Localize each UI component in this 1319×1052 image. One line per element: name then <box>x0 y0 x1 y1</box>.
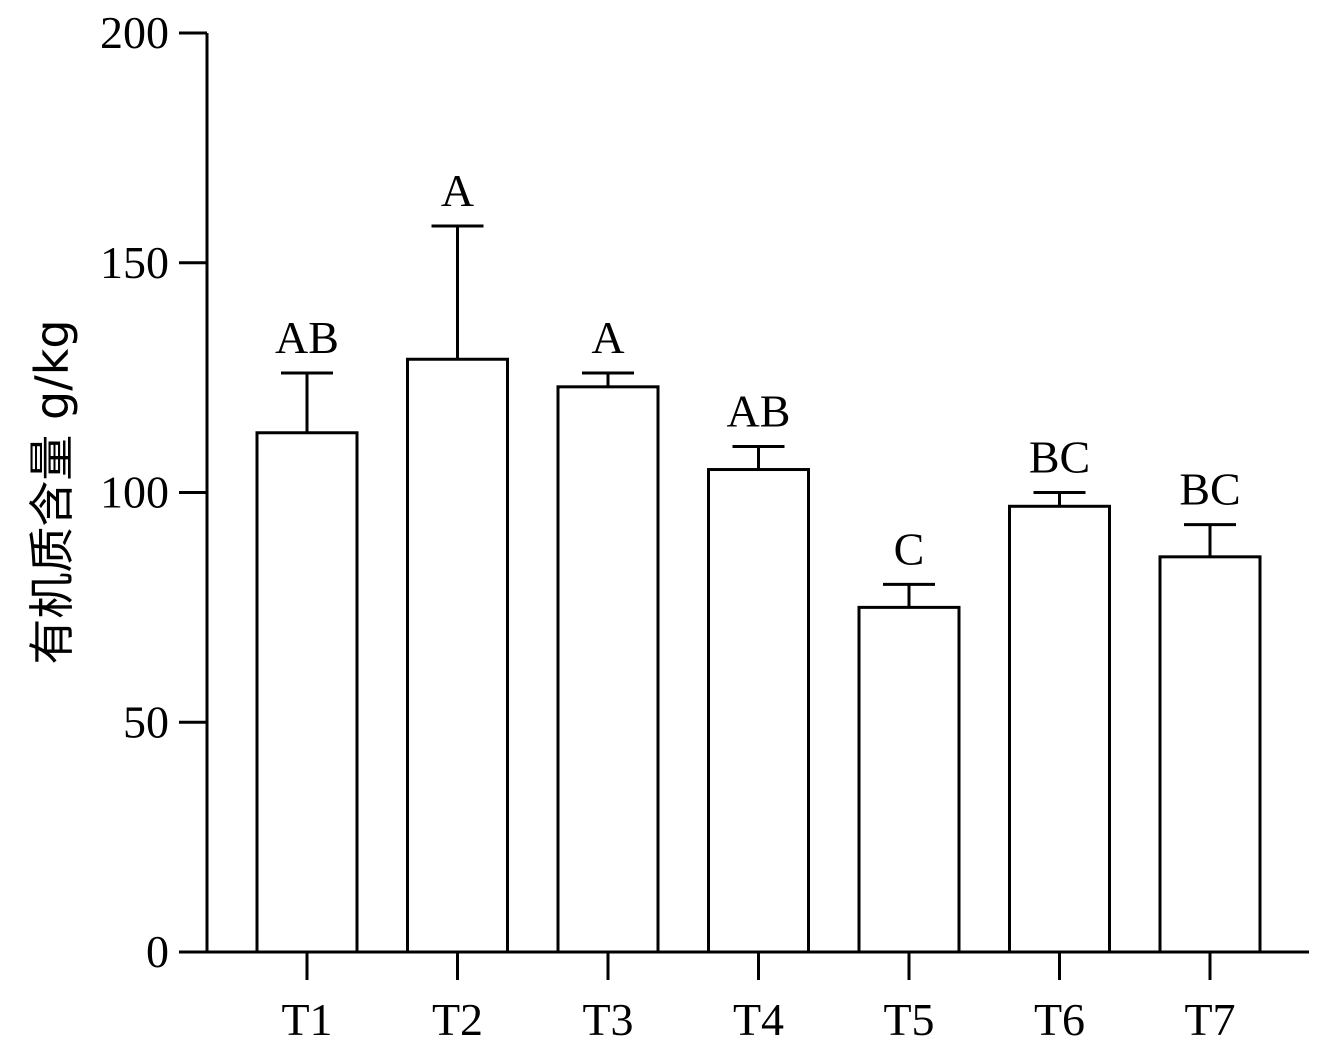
bar <box>1158 555 1262 954</box>
x-tick-label: T3 <box>582 994 633 1045</box>
y-tick-label: 150 <box>100 237 169 288</box>
significance-label: AB <box>275 312 339 363</box>
bar <box>707 468 810 954</box>
labels: AB A A AB C BC BC <box>275 165 1241 574</box>
y-tick-label: 0 <box>146 926 169 977</box>
y-tick-label: 100 <box>100 467 169 518</box>
y-tick-label: 200 <box>100 7 169 58</box>
x-tick-label: T7 <box>1184 994 1235 1045</box>
significance-label: A <box>441 165 474 216</box>
significance-label: A <box>591 312 624 363</box>
x-tick-label: T2 <box>432 994 483 1045</box>
bar <box>1008 504 1111 954</box>
x-tick-label: T4 <box>733 994 784 1045</box>
significance-label: BC <box>1179 464 1240 515</box>
x-tick-label: T6 <box>1034 994 1085 1045</box>
bar <box>406 357 509 954</box>
significance-label: BC <box>1029 432 1090 483</box>
significance-label: C <box>894 523 925 574</box>
bars <box>255 357 1262 954</box>
error-bars <box>281 224 1236 608</box>
y-axis-title: 有机质含量 g/kg <box>25 319 79 664</box>
axes: 0 50 100 150 200 T1 T2 T3 T4 T5 T6 T7 <box>100 7 1309 1045</box>
bar <box>857 605 961 954</box>
bar <box>556 385 660 954</box>
x-tick-label: T1 <box>281 994 332 1045</box>
x-tick-label: T5 <box>883 994 934 1045</box>
y-tick-label: 50 <box>123 696 169 747</box>
significance-label: AB <box>727 386 791 437</box>
bar <box>255 431 359 954</box>
